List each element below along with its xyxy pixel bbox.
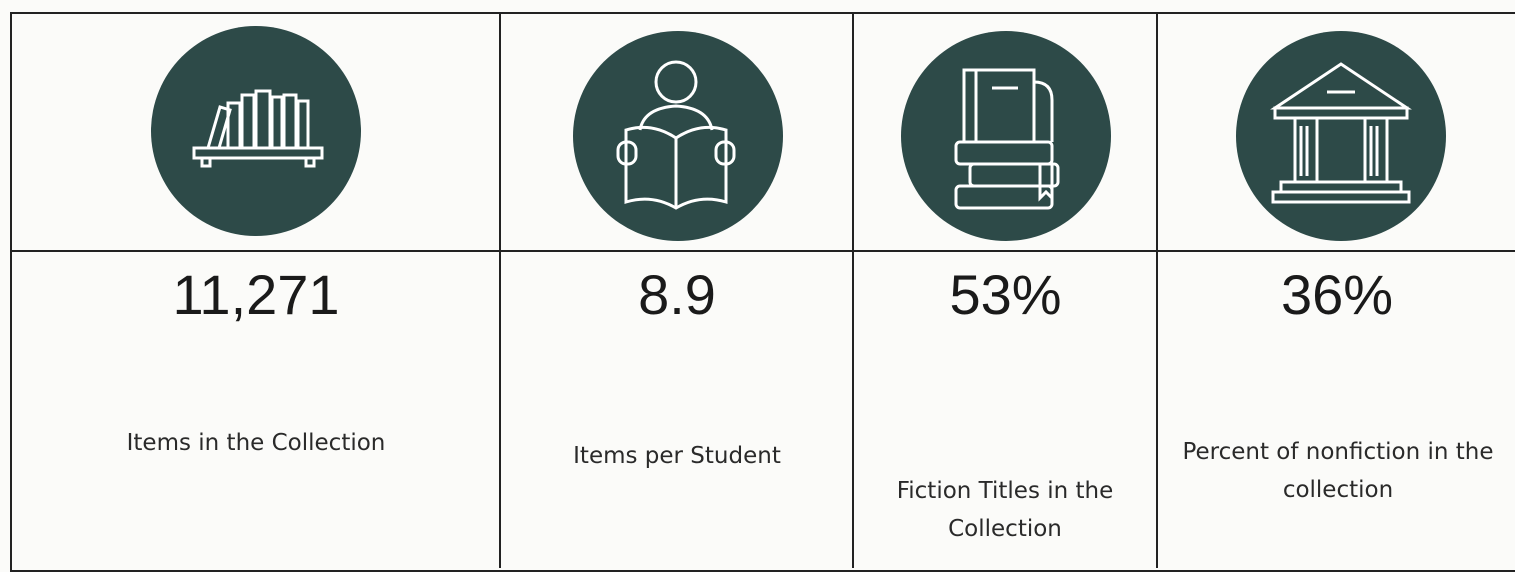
stat-label: Fiction Titles in the Collection: [896, 478, 1114, 542]
stat-label: Items in the Collection: [126, 430, 386, 456]
stat-label: Percent of nonfiction in the collection: [1182, 439, 1494, 503]
books-icon: [901, 31, 1111, 241]
bookshelf-icon: [151, 26, 361, 236]
stat-value: 8.9: [638, 263, 716, 326]
page: 11,271 8.9 53% 36% Items in the Collecti…: [10, 12, 1515, 572]
row-divider: [10, 250, 1515, 252]
stat-value: 36%: [1280, 263, 1394, 326]
stat-value: 11,271: [172, 263, 340, 326]
stat-label: Items per Student: [573, 443, 781, 469]
reader-icon: [573, 31, 783, 241]
stat-value: 53%: [949, 263, 1062, 326]
column-divider: [499, 12, 501, 568]
column-divider: [852, 12, 854, 568]
institution-icon: [1236, 31, 1446, 241]
column-divider: [1156, 12, 1158, 568]
